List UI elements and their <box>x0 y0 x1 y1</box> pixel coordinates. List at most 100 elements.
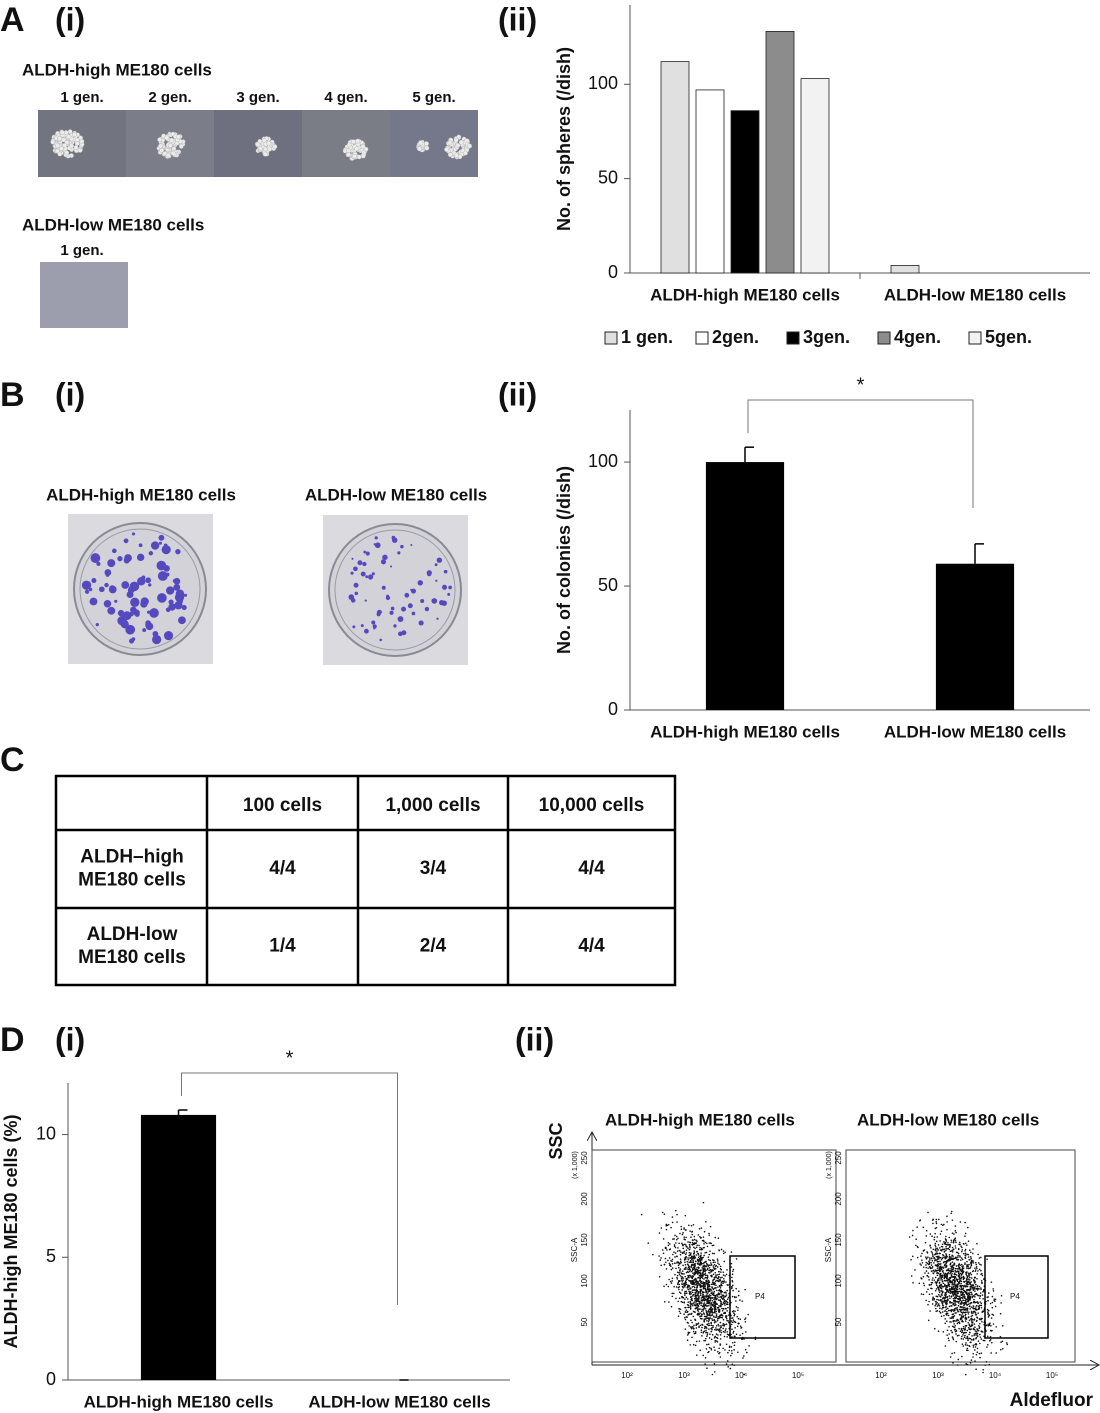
event <box>676 1221 678 1223</box>
event <box>954 1287 957 1289</box>
event <box>966 1307 969 1310</box>
event <box>959 1297 961 1299</box>
event <box>701 1269 703 1271</box>
event <box>726 1336 729 1338</box>
event <box>687 1285 690 1287</box>
legend-swatch <box>786 331 800 345</box>
event <box>1001 1325 1004 1327</box>
event <box>936 1298 938 1301</box>
event <box>672 1238 674 1240</box>
colony <box>400 544 404 549</box>
event <box>739 1318 742 1320</box>
event <box>726 1289 728 1292</box>
event <box>949 1244 952 1246</box>
event <box>683 1250 686 1253</box>
event <box>697 1290 700 1293</box>
event <box>681 1275 683 1278</box>
event <box>708 1266 711 1269</box>
event <box>941 1311 944 1313</box>
event <box>922 1226 925 1229</box>
event <box>699 1259 702 1261</box>
event <box>992 1288 995 1290</box>
colony <box>156 560 167 571</box>
legend-swatch <box>968 331 982 345</box>
event <box>704 1268 706 1270</box>
colony <box>368 574 374 580</box>
event <box>972 1287 974 1290</box>
event <box>947 1298 949 1300</box>
event <box>687 1257 689 1259</box>
event <box>741 1300 744 1302</box>
event <box>717 1350 719 1353</box>
cell <box>346 148 352 154</box>
event <box>946 1310 948 1313</box>
event <box>685 1258 687 1260</box>
event <box>668 1262 671 1265</box>
event <box>707 1256 710 1258</box>
event <box>706 1311 708 1313</box>
colony <box>386 594 390 598</box>
event <box>957 1268 959 1270</box>
event <box>958 1263 960 1266</box>
colony <box>149 608 159 618</box>
event <box>936 1269 939 1272</box>
event <box>718 1296 720 1299</box>
event <box>708 1290 711 1292</box>
event <box>663 1285 665 1288</box>
y-tick-label: 150 <box>834 1233 843 1247</box>
event <box>708 1271 710 1274</box>
event <box>988 1324 991 1327</box>
event <box>705 1262 708 1265</box>
event <box>688 1290 690 1292</box>
event <box>935 1218 938 1221</box>
cell <box>416 146 422 152</box>
event <box>993 1298 996 1300</box>
event <box>676 1278 679 1280</box>
event <box>718 1284 721 1287</box>
event <box>725 1315 727 1317</box>
error-bar <box>974 543 984 564</box>
event <box>978 1352 981 1355</box>
event <box>685 1266 687 1269</box>
event <box>724 1302 727 1304</box>
event <box>951 1232 954 1234</box>
y-tick-label: 100 <box>588 451 618 471</box>
event <box>939 1263 941 1266</box>
event <box>981 1274 984 1277</box>
event <box>718 1249 720 1251</box>
event <box>720 1326 722 1328</box>
event <box>950 1309 953 1311</box>
event <box>957 1256 959 1258</box>
event <box>671 1221 674 1224</box>
event <box>730 1323 733 1326</box>
plot-title: ALDH-high ME180 cells <box>605 1110 795 1129</box>
event <box>968 1324 971 1327</box>
event <box>951 1261 954 1263</box>
event <box>969 1299 971 1301</box>
event <box>931 1299 934 1301</box>
event <box>943 1260 946 1263</box>
event <box>970 1277 973 1279</box>
event <box>675 1235 678 1238</box>
cell <box>466 143 472 149</box>
event <box>980 1338 983 1340</box>
event <box>699 1290 702 1292</box>
event <box>744 1348 747 1351</box>
event <box>710 1347 712 1350</box>
event <box>702 1298 705 1301</box>
event <box>685 1292 688 1295</box>
y-tick-label: 50 <box>598 167 618 187</box>
event <box>703 1261 706 1264</box>
event <box>932 1248 935 1251</box>
event <box>706 1323 709 1326</box>
event <box>969 1325 971 1328</box>
event <box>978 1285 981 1288</box>
event <box>954 1324 956 1327</box>
event <box>955 1333 957 1335</box>
event <box>951 1291 953 1293</box>
event <box>947 1290 949 1293</box>
event <box>706 1292 709 1295</box>
cell <box>454 152 459 158</box>
event <box>947 1258 950 1261</box>
event <box>948 1339 950 1342</box>
